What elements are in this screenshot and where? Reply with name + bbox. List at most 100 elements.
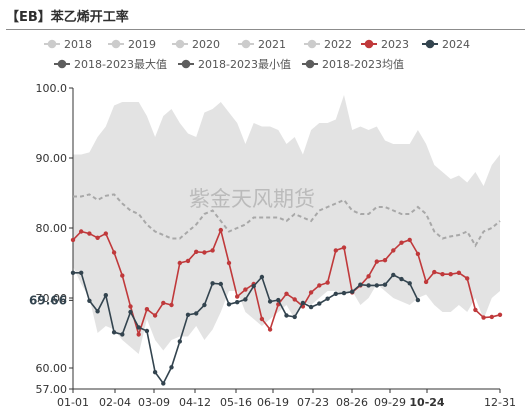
plot-area: 100.0 90.00 80.00 70.00 60.00 57.00 69.66 01-01… [29, 82, 516, 409]
data-point-2024-19 [226, 302, 232, 307]
legend-label-2018-2023最小值: 2018-2023最小值 [198, 58, 291, 71]
data-point-2024-24 [267, 299, 273, 304]
x-tick-label-08-26: 08-26 [336, 396, 368, 409]
data-point-2023-52 [497, 312, 503, 317]
data-point-2023-3 [95, 235, 100, 240]
data-point-2024-31 [325, 296, 330, 301]
title-divider [6, 29, 525, 30]
legend-marker-2023 [364, 39, 374, 49]
x-tick-label-03-09: 03-09 [138, 396, 170, 409]
data-point-2024-33 [341, 290, 347, 296]
legend-label-2019: 2019 [128, 38, 156, 51]
data-point-2023-4 [103, 231, 109, 236]
data-point-2024-26 [284, 313, 289, 318]
x-tick-label-01-01: 01-01 [57, 396, 89, 409]
data-point-2023-33 [341, 245, 347, 250]
data-point-2024-17 [210, 281, 215, 286]
data-point-2023-31 [325, 280, 330, 285]
data-point-2024-15 [194, 311, 199, 316]
data-point-2024-0 [70, 270, 76, 275]
data-point-2024-14 [185, 312, 191, 317]
legend-label-2018: 2018 [64, 38, 92, 51]
data-point-2024-6 [120, 332, 125, 337]
legend-label-2022: 2022 [324, 38, 352, 51]
data-point-2023-39 [391, 248, 396, 253]
y-tick-label-80.00: 80.00 [36, 222, 68, 235]
data-point-2023-18 [218, 227, 223, 233]
data-point-2023-0 [70, 237, 76, 243]
data-point-2023-9 [144, 307, 150, 312]
x-tick-label-07-23: 07-23 [297, 396, 329, 409]
data-point-2023-2 [87, 231, 92, 236]
data-point-2023-16 [202, 250, 207, 255]
data-point-2023-41 [407, 237, 412, 243]
legend-marker-2022 [307, 39, 317, 49]
x-tick-label-06-19: 06-19 [257, 396, 289, 409]
legend-marker-2018 [47, 39, 57, 49]
data-point-2023-49 [473, 307, 478, 313]
legend-marker-2019 [111, 39, 121, 49]
data-point-2024-29 [308, 304, 314, 310]
legend-marker-2020 [175, 39, 185, 49]
y-highlight-label: 69.66 [29, 293, 67, 307]
data-point-2023-6 [120, 273, 125, 278]
data-point-2024-21 [243, 297, 248, 302]
data-point-2023-51 [489, 314, 494, 320]
data-point-2023-48 [465, 276, 470, 281]
x-tick-label-02-04: 02-04 [99, 396, 131, 409]
x-tick-label-12-31: 12-31 [484, 396, 516, 409]
legend-label-2021: 2021 [258, 38, 286, 51]
data-point-2024-5 [111, 330, 117, 335]
data-point-2023-50 [481, 315, 486, 320]
data-point-2023-19 [226, 260, 232, 266]
data-point-2024-27 [292, 314, 297, 320]
data-point-2023-42 [415, 251, 421, 257]
data-point-2023-36 [366, 274, 371, 279]
data-point-2023-38 [382, 258, 388, 263]
data-point-2023-23 [259, 316, 265, 322]
legend: 2018 2019 2020 2021 2022 2023 2024 2018-2023最大值… [44, 38, 470, 71]
data-point-2023-24 [267, 327, 273, 332]
data-point-2024-34 [350, 289, 355, 294]
legend-marker-2018-2023最大值 [57, 59, 67, 69]
data-point-2024-28 [300, 300, 306, 306]
data-point-2023-21 [243, 287, 248, 292]
data-point-2023-20 [235, 294, 240, 299]
data-point-2024-39 [391, 272, 396, 278]
data-point-2024-42 [415, 297, 421, 303]
data-point-2024-16 [202, 302, 207, 308]
data-point-2023-40 [399, 240, 404, 245]
data-point-2024-37 [374, 283, 379, 288]
data-point-2024-25 [276, 297, 281, 303]
legend-label-2023: 2023 [381, 38, 409, 51]
data-point-2023-30 [317, 283, 322, 288]
data-point-2023-45 [440, 272, 445, 277]
data-point-2024-4 [103, 293, 109, 298]
legend-marker-2021 [241, 39, 251, 49]
y-tick-label-70.00: 70.00 [36, 292, 68, 305]
data-point-2023-17 [210, 248, 215, 253]
data-point-2024-35 [358, 282, 363, 287]
data-point-2023-29 [308, 290, 314, 295]
data-point-2023-32 [333, 248, 338, 253]
y-tick-label-57.00: 57.00 [36, 383, 68, 396]
data-point-2024-12 [169, 365, 174, 370]
data-point-2024-36 [366, 283, 371, 288]
watermark: 紫金天风期货 [189, 187, 315, 211]
data-point-2023-5 [111, 250, 117, 255]
data-point-2024-13 [177, 339, 182, 344]
data-point-2024-11 [161, 381, 166, 386]
data-point-2024-10 [152, 370, 158, 375]
series-line-mean [73, 193, 501, 248]
data-point-2023-44 [432, 269, 437, 275]
x-tick-label-04-12: 04-12 [179, 396, 211, 409]
data-point-2024-2 [87, 298, 92, 303]
data-point-2023-14 [185, 258, 191, 264]
data-point-2023-15 [194, 249, 199, 254]
data-point-2023-47 [456, 270, 462, 275]
data-point-2023-7 [128, 304, 133, 309]
page-title: 【EB】苯乙烯开工率 [6, 10, 129, 25]
data-point-2023-8 [136, 332, 141, 337]
data-point-2024-18 [218, 281, 223, 287]
